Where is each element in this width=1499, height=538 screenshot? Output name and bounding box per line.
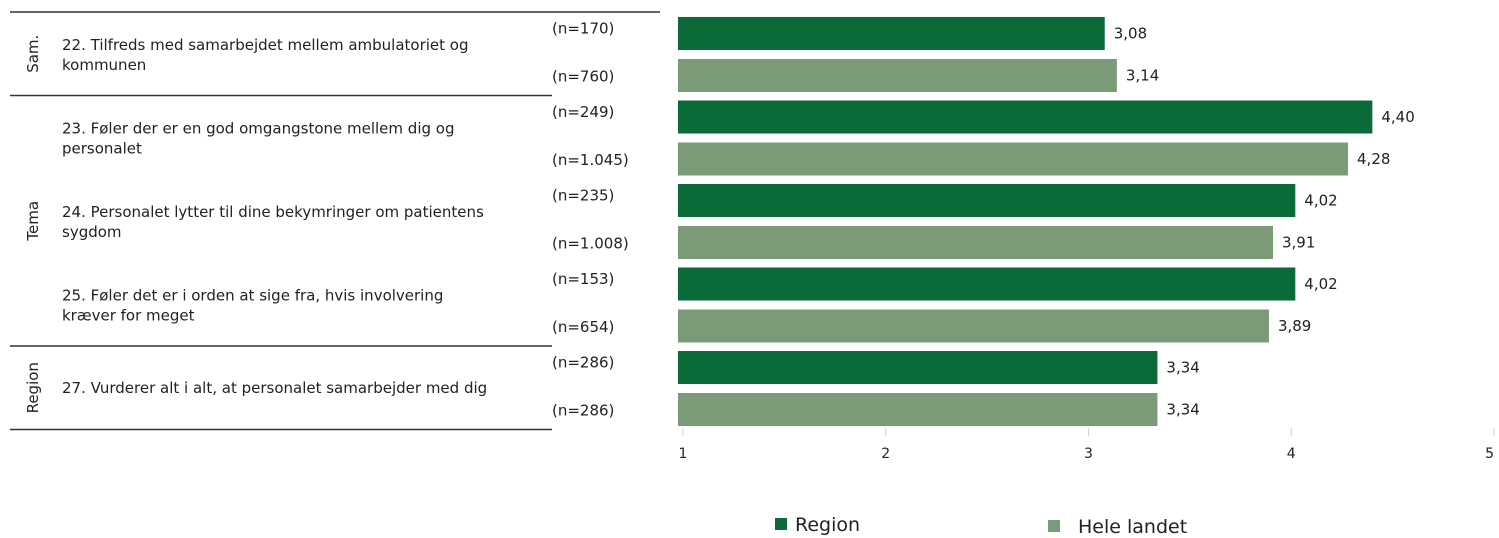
bar-region — [678, 351, 1158, 384]
legend-swatch-region — [775, 518, 787, 530]
bar-national — [678, 59, 1117, 92]
legend-label-region: Region — [795, 514, 860, 536]
bar-region — [678, 17, 1105, 50]
x-tick-label: 2 — [881, 446, 890, 462]
question-text: personalet — [62, 139, 142, 157]
n-count-national: (n=760) — [552, 68, 614, 86]
value-label-region: 4,02 — [1304, 275, 1337, 293]
value-label-national: 3,14 — [1126, 67, 1159, 85]
value-label-national: 4,28 — [1357, 150, 1390, 168]
n-count-national: (n=654) — [552, 318, 614, 336]
bar-national — [678, 226, 1274, 259]
question-text: kræver for meget — [62, 306, 195, 324]
n-count-region: (n=286) — [552, 354, 614, 372]
question-text: 22. Tilfreds med samarbejdet mellem ambu… — [62, 36, 468, 54]
group-label-tema: Tema — [24, 201, 42, 242]
n-count-national: (n=286) — [552, 402, 614, 420]
bar-national — [678, 393, 1158, 426]
x-tick-label: 3 — [1084, 446, 1093, 462]
value-label-region: 3,08 — [1114, 25, 1147, 43]
bar-region — [678, 184, 1296, 217]
n-count-national: (n=1.045) — [552, 151, 629, 169]
x-tick-label: 1 — [679, 446, 688, 462]
x-tick-label: 5 — [1485, 446, 1494, 462]
group-label-region: Region — [24, 362, 42, 413]
n-count-region: (n=170) — [552, 20, 614, 38]
n-count-national: (n=1.008) — [552, 235, 629, 253]
value-label-national: 3,34 — [1166, 401, 1199, 419]
question-text: sygdom — [62, 223, 122, 241]
question-text: kommunen — [62, 56, 146, 74]
n-count-region: (n=235) — [552, 187, 614, 205]
value-label-national: 3,89 — [1278, 317, 1311, 335]
bar-region — [678, 267, 1296, 301]
question-text: 27. Vurderer alt i alt, at personalet sa… — [62, 379, 487, 397]
value-label-national: 3,91 — [1282, 234, 1315, 252]
legend-swatch-national — [1048, 520, 1060, 532]
n-count-region: (n=249) — [552, 103, 614, 121]
value-label-region: 4,02 — [1304, 192, 1337, 210]
question-text: 25. Føler det er i orden at sige fra, hv… — [62, 286, 443, 304]
n-count-region: (n=153) — [552, 270, 614, 288]
bar-region — [678, 100, 1373, 134]
legend-label-national: Hele landet — [1078, 516, 1187, 538]
bar-national — [678, 309, 1269, 343]
group-label-sam: Sam. — [24, 35, 42, 73]
question-text: 24. Personalet lytter til dine bekymring… — [62, 203, 484, 221]
value-label-region: 4,40 — [1381, 108, 1414, 126]
question-text: 23. Føler der er en god omgangstone mell… — [62, 119, 454, 137]
x-tick-label: 4 — [1287, 446, 1296, 462]
value-label-region: 3,34 — [1166, 359, 1199, 377]
bar-national — [678, 142, 1349, 176]
plot-area: 1 2 3 4 5 Sam. Tema Region 22. Tilfreds med sama… — [10, 11, 1495, 538]
